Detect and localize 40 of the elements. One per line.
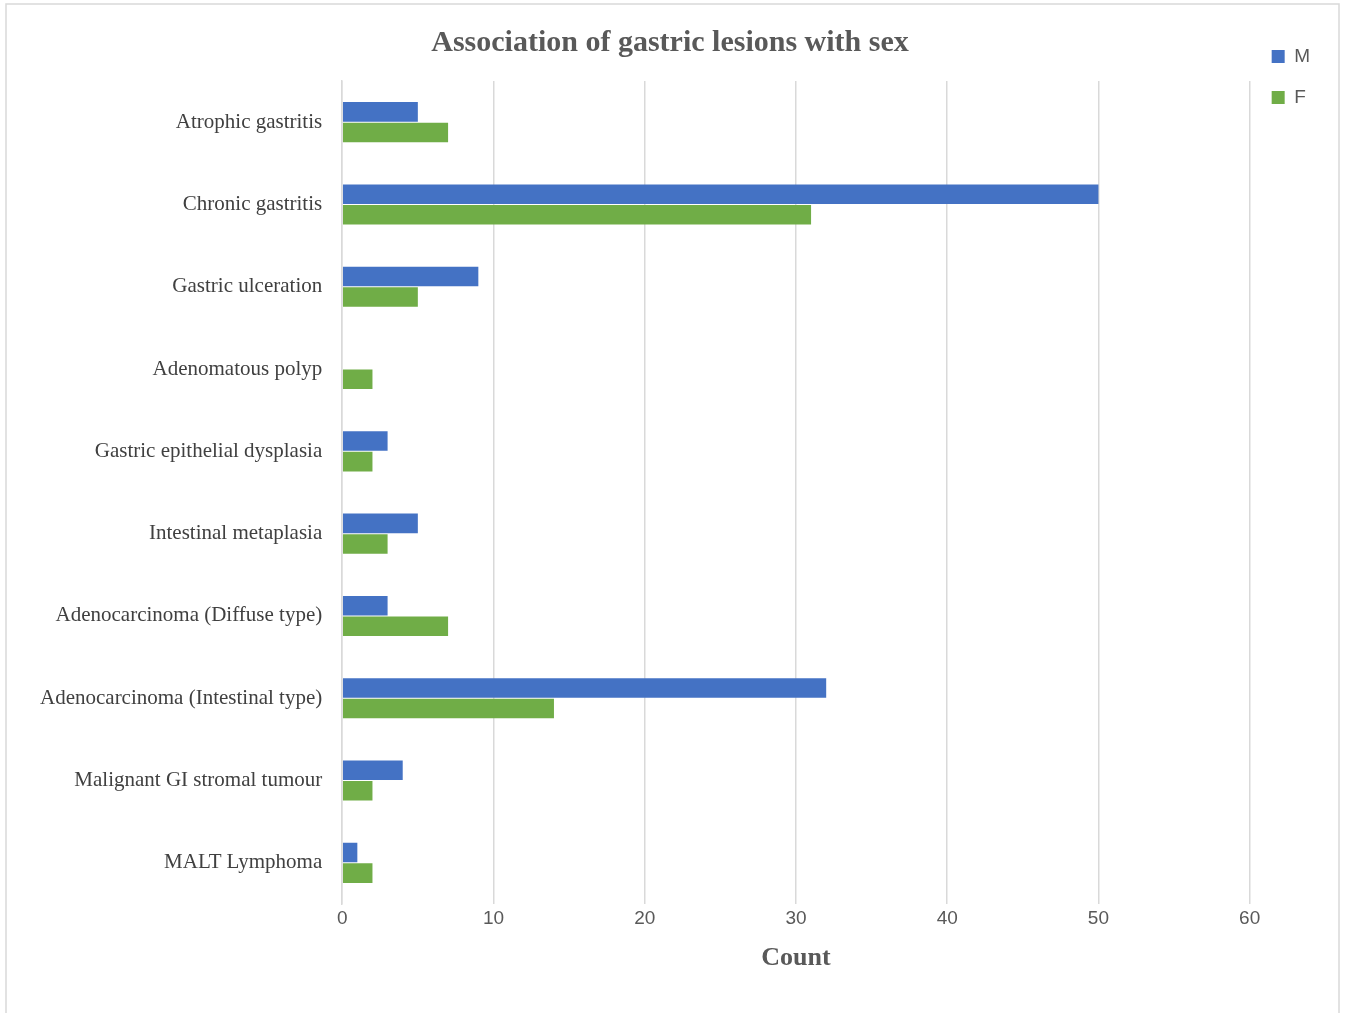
y-tick-label: Adenocarcinoma (Diffuse type) (55, 602, 323, 627)
x-axis-title: Count (761, 942, 831, 972)
legend-label: M (1294, 44, 1310, 66)
x-tick-label: 40 (936, 906, 958, 928)
bar (342, 781, 373, 801)
y-tick-label: Malignant GI stromal tumour (74, 767, 323, 792)
bar (342, 513, 418, 534)
bar (342, 102, 418, 122)
bar (342, 184, 1099, 204)
y-tick-label: Adenocarcinoma (Intestinal type) (40, 684, 323, 709)
bar (342, 204, 812, 225)
y-tick-label: Adenomatous polyp (152, 355, 323, 380)
bar (342, 595, 388, 616)
y-tick-label: Chronic gastritis (182, 190, 323, 215)
y-tick-label: Atrophic gastritis (175, 108, 323, 133)
bar (342, 287, 418, 307)
y-tick-label: MALT Lymphoma (164, 849, 323, 874)
bar (342, 534, 388, 554)
y-tick-label: Gastric epithelial dysplasia (94, 437, 323, 462)
y-tick-label: Gastric ulceration (172, 273, 323, 298)
chart-title: Association of gastric lesions with sex (431, 23, 909, 57)
y-tick-label: Intestinal metaplasia (149, 520, 323, 545)
bar (342, 842, 358, 863)
bar (342, 678, 827, 698)
legend-label: F (1294, 85, 1306, 107)
x-tick-label: 50 (1087, 906, 1109, 928)
x-tick-label: 20 (634, 906, 656, 928)
bar (342, 760, 403, 781)
bar (342, 616, 449, 637)
x-tick-label: 60 (1239, 906, 1261, 928)
bar (342, 431, 388, 451)
x-tick-label: 30 (785, 906, 807, 928)
bar (342, 122, 449, 143)
x-tick-label: 10 (482, 906, 505, 928)
bar (342, 863, 373, 883)
bar (342, 698, 554, 719)
x-tick-label: 0 (336, 906, 348, 928)
bar (342, 451, 373, 472)
bar (342, 266, 479, 287)
bar (342, 369, 373, 390)
